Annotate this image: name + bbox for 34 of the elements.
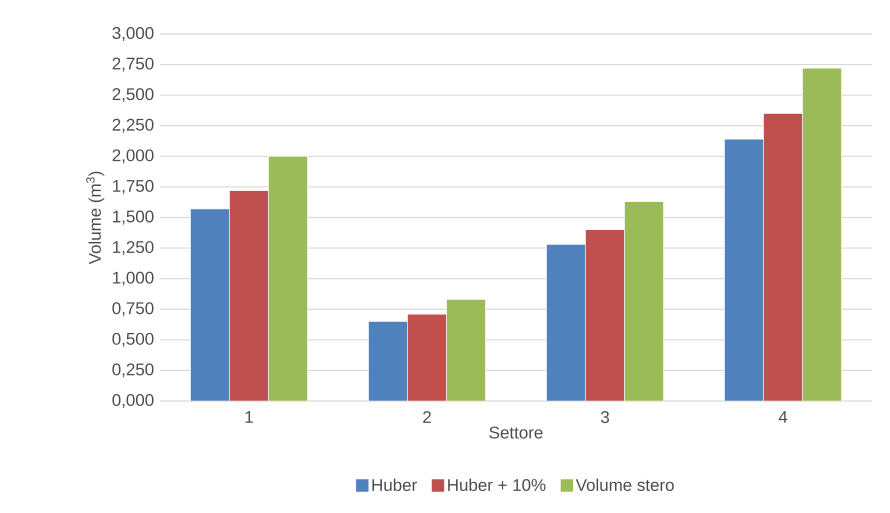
- bar: [724, 138, 764, 401]
- y-tick-label: 2,500: [112, 88, 154, 102]
- bar: [446, 299, 486, 401]
- y-tick-label: 2,250: [112, 118, 154, 133]
- y-tick-label: 1,750: [113, 180, 154, 194]
- y-axis-title: Volume (m$^{3}$): [86, 172, 104, 264]
- y-tick-label: 1,250: [113, 241, 154, 256]
- legend-label: Volume stero: [576, 478, 674, 492]
- bar: [802, 68, 842, 401]
- bar: [763, 113, 803, 401]
- bar: [407, 314, 447, 401]
- y-tick-label: 0,500: [112, 332, 154, 347]
- y-tick-label: 1,000: [113, 272, 154, 286]
- x-axis-title: Settore: [489, 426, 543, 439]
- y-tick-label: 0,000: [112, 394, 154, 408]
- y-tick-label: 0,250: [112, 363, 154, 378]
- bar: [268, 156, 308, 401]
- legend-label: Huber + 10%: [448, 478, 546, 492]
- bar: [585, 229, 625, 401]
- legend-label: Huber: [372, 478, 417, 492]
- y-tick-label: 2,750: [112, 58, 154, 72]
- y-tick-label: 0,750: [112, 302, 154, 316]
- bar: [546, 244, 586, 401]
- x-tick-label: 2: [423, 411, 431, 423]
- x-tick-label: 1: [246, 411, 253, 423]
- x-tick-label: 3: [600, 411, 609, 424]
- bar: [624, 201, 664, 401]
- x-tick-label: 4: [778, 411, 788, 423]
- bar: [229, 190, 269, 401]
- y-tick-label: 3,000: [112, 26, 154, 41]
- bar: [190, 208, 230, 401]
- bar: [368, 321, 408, 401]
- y-tick-label: 1,500: [113, 210, 154, 224]
- y-tick-label: 2,000: [112, 149, 154, 164]
